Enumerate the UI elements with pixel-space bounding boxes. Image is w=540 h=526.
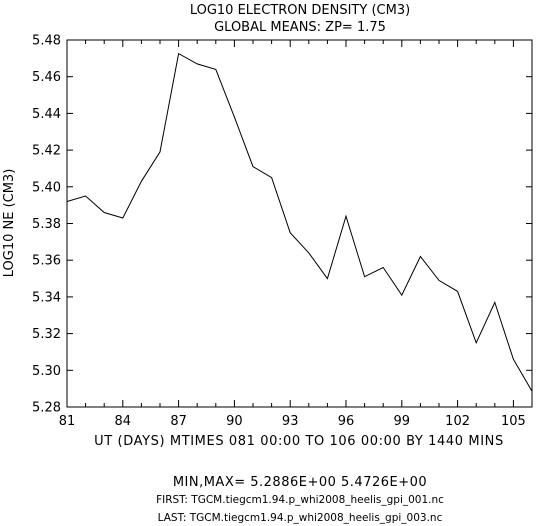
first-file-label: FIRST: TGCM.tiegcm1.94.p_whi2008_heelis_… — [156, 494, 444, 506]
x-tick-label: 99 — [394, 414, 411, 429]
y-tick-label: 5.46 — [32, 70, 61, 85]
x-tick-label: 105 — [501, 414, 526, 429]
x-tick-label: 81 — [59, 414, 76, 429]
y-tick-label: 5.48 — [32, 34, 61, 49]
y-tick-label: 5.30 — [32, 364, 61, 379]
x-tick-label: 90 — [226, 414, 243, 429]
y-tick-label: 5.34 — [32, 290, 61, 305]
x-tick-label: 93 — [282, 414, 299, 429]
y-tick-label: 5.40 — [32, 180, 61, 195]
chart-title: LOG10 ELECTRON DENSITY (CM3) — [190, 3, 410, 18]
min-max-readout: MIN,MAX= 5.2886E+00 5.4726E+00 — [173, 475, 427, 490]
y-tick-label: 5.44 — [32, 107, 61, 122]
series-line — [66, 52, 533, 392]
x-tick-label: 102 — [445, 414, 470, 429]
plot-frame — [66, 39, 533, 408]
y-tick-label: 5.36 — [32, 254, 61, 269]
x-axis-label: UT (DAYS) MTIMES 081 00:00 TO 106 00:00 … — [94, 434, 504, 449]
chart-subtitle: GLOBAL MEANS: ZP= 1.75 — [214, 20, 386, 35]
y-tick-label: 5.28 — [32, 401, 61, 416]
x-tick-label: 96 — [338, 414, 355, 429]
x-axis-ticks: 81 84 87 90 93 96 99 102 105 — [59, 40, 533, 429]
y-tick-label: 5.38 — [32, 217, 61, 232]
y-axis-label: LOG10 NE (CM3) — [2, 169, 17, 278]
y-axis-ticks: 5.28 5.30 5.32 5.34 5.36 5.38 5.40 5.42 5.44 5.46… — [32, 34, 532, 416]
x-tick-label: 84 — [115, 414, 132, 429]
last-file-label: LAST: TGCM.tiegcm1.94.p_whi2008_heelis_g… — [158, 512, 443, 524]
y-tick-label: 5.42 — [32, 144, 61, 159]
y-tick-label: 5.32 — [32, 327, 61, 342]
x-tick-label: 87 — [170, 414, 187, 429]
